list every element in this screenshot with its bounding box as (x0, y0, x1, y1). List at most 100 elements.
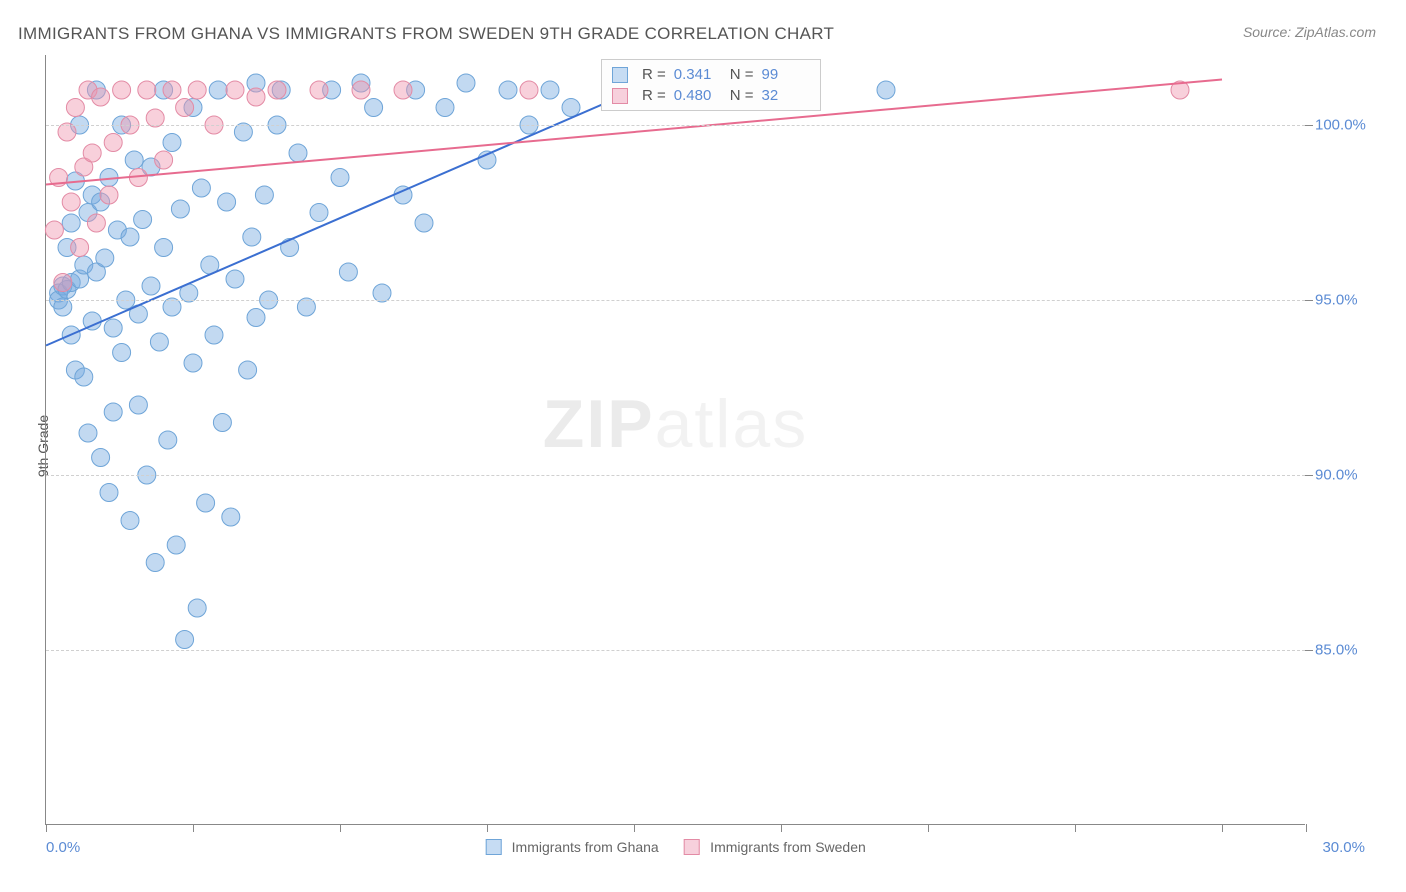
x-tick-mark (928, 824, 929, 832)
scatter-point-ghana (436, 99, 454, 117)
scatter-point-ghana (125, 151, 143, 169)
scatter-point-ghana (310, 204, 328, 222)
scatter-point-ghana (222, 508, 240, 526)
scatter-point-ghana (255, 186, 273, 204)
chart-container: IMMIGRANTS FROM GHANA VS IMMIGRANTS FROM… (0, 0, 1406, 892)
x-tick-mark (193, 824, 194, 832)
y-tick-mark (1305, 300, 1313, 301)
legend-swatch-ghana (485, 839, 501, 855)
scatter-point-ghana (96, 249, 114, 267)
scatter-point-sweden (92, 88, 110, 106)
scatter-point-sweden (104, 134, 122, 152)
gridline-h (46, 300, 1305, 301)
scatter-point-sweden (310, 81, 328, 99)
scatter-point-sweden (155, 151, 173, 169)
scatter-point-ghana (877, 81, 895, 99)
scatter-point-sweden (394, 81, 412, 99)
scatter-point-ghana (192, 179, 210, 197)
scatter-point-ghana (121, 228, 139, 246)
scatter-point-ghana (100, 484, 118, 502)
scatter-point-sweden (100, 186, 118, 204)
scatter-point-ghana (171, 200, 189, 218)
stats-r-value-sweden: 0.480 (674, 87, 722, 104)
y-tick-label: 95.0% (1315, 292, 1380, 309)
scatter-point-sweden (45, 221, 63, 239)
scatter-point-ghana (415, 214, 433, 232)
x-tick-mark (340, 824, 341, 832)
scatter-point-ghana (541, 81, 559, 99)
scatter-point-ghana (75, 368, 93, 386)
stats-n-label: N = (730, 87, 754, 104)
x-tick-mark (1222, 824, 1223, 832)
scatter-point-ghana (155, 239, 173, 257)
scatter-point-ghana (104, 403, 122, 421)
legend-label-ghana: Immigrants from Ghana (512, 839, 659, 855)
scatter-point-ghana (226, 270, 244, 288)
scatter-point-ghana (205, 326, 223, 344)
y-tick-label: 100.0% (1315, 117, 1380, 134)
stats-r-label: R = (642, 66, 666, 83)
gridline-h (46, 650, 1305, 651)
scatter-point-ghana (188, 599, 206, 617)
scatter-point-ghana (159, 431, 177, 449)
scatter-point-ghana (457, 74, 475, 92)
scatter-point-ghana (176, 631, 194, 649)
y-tick-label: 90.0% (1315, 467, 1380, 484)
x-tick-mark (1306, 824, 1307, 832)
scatter-point-ghana (562, 99, 580, 117)
scatter-point-ghana (281, 239, 299, 257)
scatter-point-sweden (83, 144, 101, 162)
chart-title: IMMIGRANTS FROM GHANA VS IMMIGRANTS FROM… (18, 24, 834, 44)
stats-n-value-sweden: 32 (762, 87, 810, 104)
x-tick-mark (487, 824, 488, 832)
scatter-point-ghana (104, 319, 122, 337)
stats-swatch-sweden (612, 88, 628, 104)
scatter-point-sweden (188, 81, 206, 99)
scatter-point-ghana (113, 344, 131, 362)
stats-n-label: N = (730, 66, 754, 83)
scatter-point-sweden (176, 99, 194, 117)
scatter-point-ghana (499, 81, 517, 99)
scatter-point-ghana (197, 494, 215, 512)
scatter-point-sweden (138, 81, 156, 99)
scatter-point-sweden (352, 81, 370, 99)
scatter-point-sweden (62, 193, 80, 211)
plot-area: ZIPatlas R =0.341N =99R =0.480N =32 Immi… (45, 55, 1305, 825)
stats-n-value-ghana: 99 (762, 66, 810, 83)
x-tick-label-min: 0.0% (46, 839, 80, 856)
scatter-point-sweden (163, 81, 181, 99)
scatter-point-ghana (163, 134, 181, 152)
y-tick-mark (1305, 650, 1313, 651)
scatter-point-sweden (66, 99, 84, 117)
source-label: Source: ZipAtlas.com (1243, 24, 1376, 40)
x-tick-mark (1075, 824, 1076, 832)
bottom-legend: Immigrants from Ghana Immigrants from Sw… (485, 838, 866, 856)
scatter-point-ghana (209, 81, 227, 99)
legend-label-sweden: Immigrants from Sweden (710, 839, 866, 855)
x-tick-mark (781, 824, 782, 832)
x-tick-label-max: 30.0% (1322, 839, 1365, 856)
scatter-point-ghana (218, 193, 236, 211)
scatter-point-ghana (150, 333, 168, 351)
scatter-point-ghana (247, 309, 265, 327)
scatter-point-sweden (113, 81, 131, 99)
x-tick-mark (634, 824, 635, 832)
scatter-point-ghana (213, 414, 231, 432)
scatter-point-ghana (62, 214, 80, 232)
scatter-point-sweden (268, 81, 286, 99)
scatter-point-ghana (79, 424, 97, 442)
stats-r-label: R = (642, 87, 666, 104)
scatter-point-sweden (520, 81, 538, 99)
stats-row-sweden: R = 0.480 N = 32 (612, 85, 810, 106)
scatter-point-ghana (289, 144, 307, 162)
scatter-point-ghana (92, 449, 110, 467)
scatter-point-ghana (121, 512, 139, 530)
gridline-h (46, 125, 1305, 126)
scatter-point-ghana (184, 354, 202, 372)
stats-r-value-ghana: 0.341 (674, 66, 722, 83)
gridline-h (46, 475, 1305, 476)
trend-line-ghana (46, 73, 676, 346)
scatter-point-ghana (167, 536, 185, 554)
scatter-point-sweden (71, 239, 89, 257)
scatter-svg (46, 55, 1306, 825)
